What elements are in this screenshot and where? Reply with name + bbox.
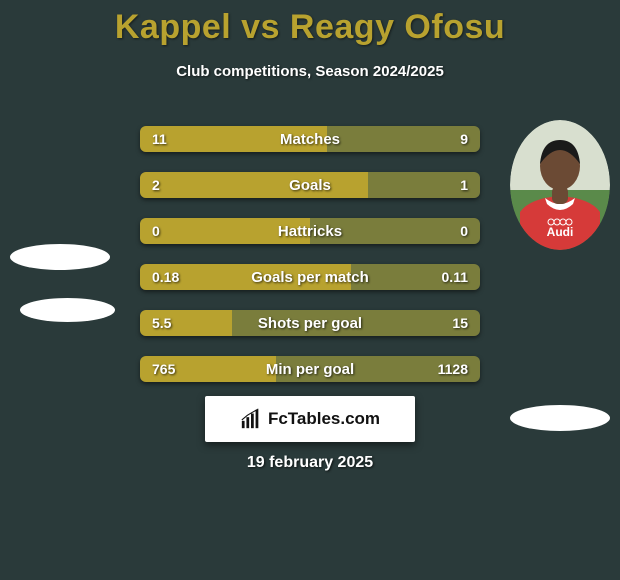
stats-bars: 11Matches9 2Goals1 0Hattricks0 0.18Goals pe… [140, 126, 480, 402]
stat-row: 0.18Goals per match0.11 [140, 264, 480, 290]
stat-label: Hattricks [140, 223, 480, 240]
stat-label: Goals per match [140, 269, 480, 286]
neck [552, 186, 568, 204]
stat-row: 0Hattricks0 [140, 218, 480, 244]
avatar-left-shadow-1 [10, 244, 110, 270]
source-logo[interactable]: FcTables.com [205, 396, 415, 442]
avatar-right-shadow [510, 405, 610, 431]
hair [540, 140, 580, 164]
jersey-sponsor: Audi [547, 225, 574, 239]
player-right-image: Audi [510, 120, 610, 250]
avatar-left-shadow-2 [20, 298, 115, 322]
stat-row: 2Goals1 [140, 172, 480, 198]
page-title: Kappel vs Reagy Ofosu [0, 0, 620, 47]
bg-grass [510, 190, 610, 250]
stat-label: Shots per goal [140, 315, 480, 332]
sponsor-rings-icon [548, 219, 572, 225]
stat-label: Matches [140, 131, 480, 148]
stat-label: Min per goal [140, 361, 480, 378]
stat-label: Goals [140, 177, 480, 194]
subtitle: Club competitions, Season 2024/2025 [0, 63, 620, 80]
logo-text: FcTables.com [268, 409, 380, 429]
date-label: 19 february 2025 [0, 454, 620, 472]
comparison-card: Kappel vs Reagy Ofosu Club competitions,… [0, 0, 620, 580]
stat-row: 765Min per goal1128 [140, 356, 480, 382]
head [540, 142, 580, 190]
bg-sky [510, 120, 610, 190]
jersey-collar [545, 198, 575, 210]
avatar-right: Audi [510, 120, 610, 250]
bar-chart-icon [240, 408, 262, 430]
jersey [520, 196, 600, 250]
stat-row: 11Matches9 [140, 126, 480, 152]
stat-row: 5.5Shots per goal15 [140, 310, 480, 336]
